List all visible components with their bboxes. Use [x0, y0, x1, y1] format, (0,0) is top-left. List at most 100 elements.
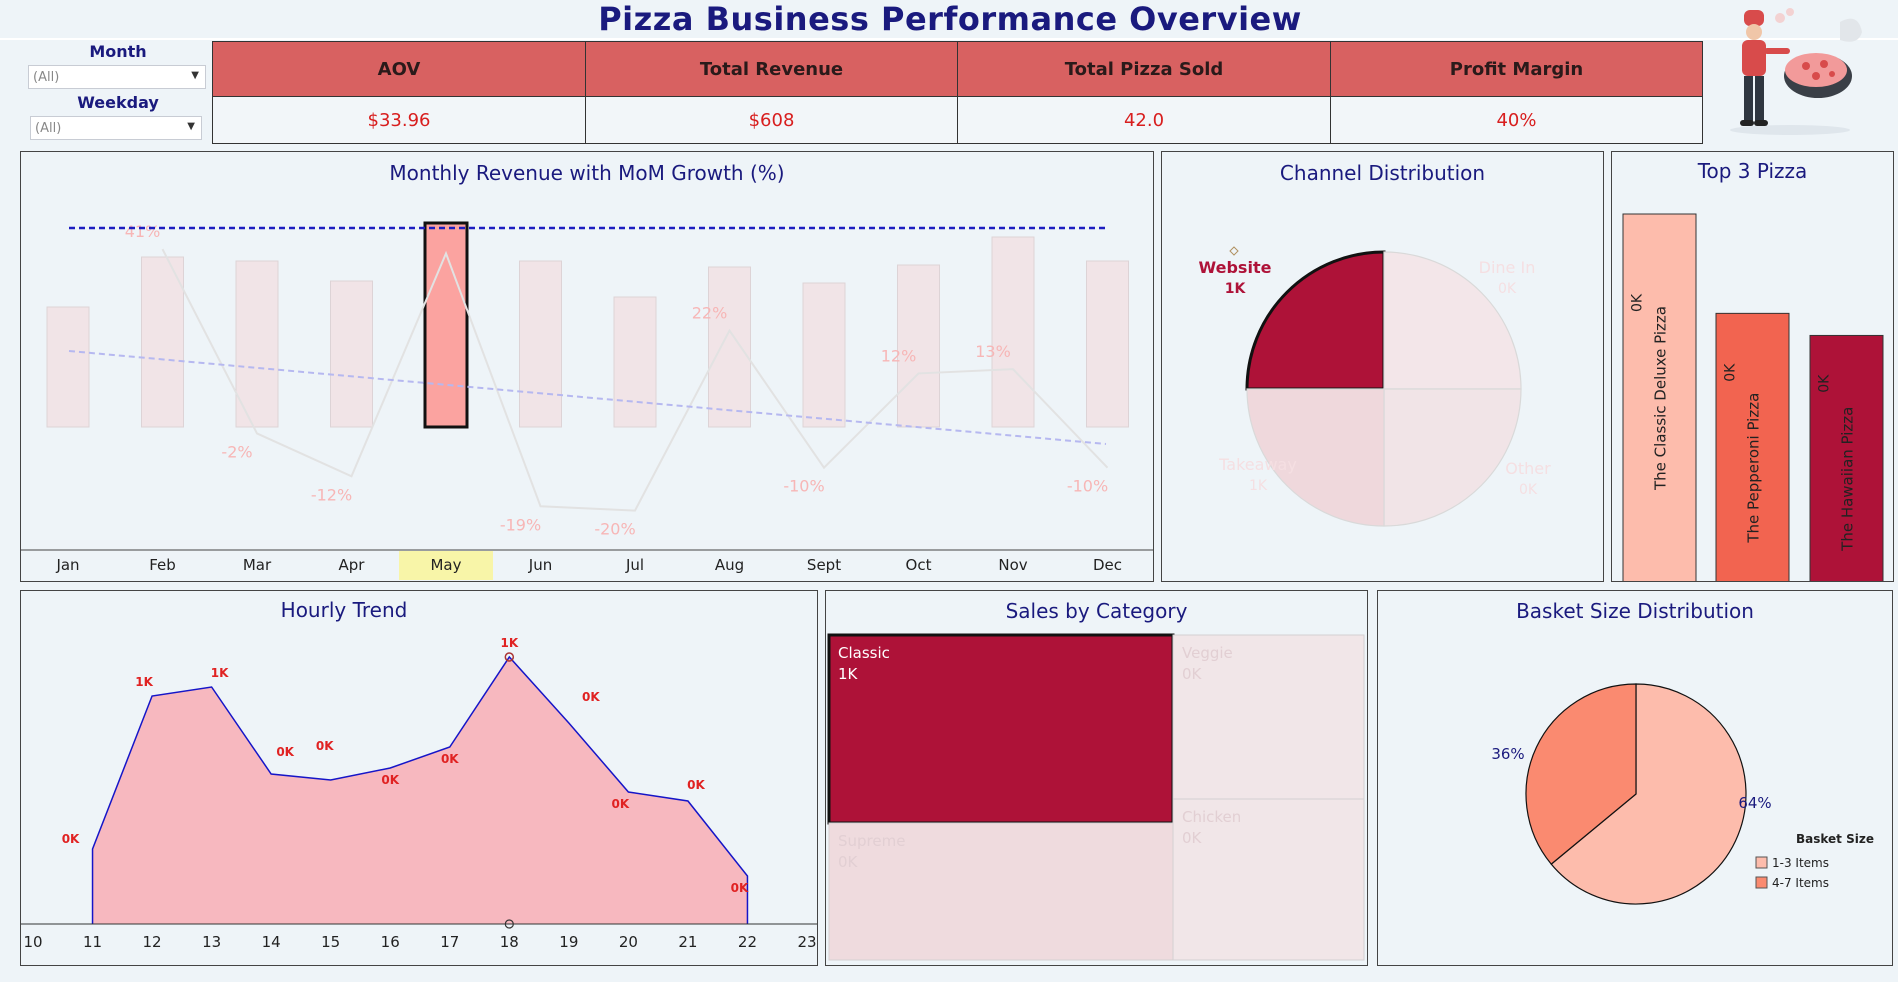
kpi-pizza-sold-label: Total Pizza Sold — [957, 41, 1331, 97]
x-tick-label: 19 — [559, 933, 578, 951]
revenue-bar — [613, 296, 657, 428]
channel-distribution-title: Channel Distribution — [1279, 161, 1486, 185]
pie-slice-label: 0K — [1519, 482, 1538, 498]
treemap-tile-label: 1K — [838, 665, 859, 683]
top3-bar-chart: The Classic Deluxe Pizza 0K The Pepperoni … — [1622, 213, 1884, 581]
pie-slice-name: Dine In — [1479, 258, 1536, 277]
revenue-bar — [330, 280, 373, 428]
treemap-tile — [827, 633, 1175, 825]
monthly-revenue-panel: Monthly Revenue with MoM Growth (%) Jan F… — [20, 151, 1154, 582]
basket-pie-chart: 64% 36% Basket Size 1-3 Items 4-7 Items — [1491, 683, 1874, 905]
pie-slice-name: Takeaway — [1218, 455, 1297, 474]
treemap-tile-label: 0K — [1182, 665, 1203, 683]
x-tick-label: 21 — [678, 933, 697, 951]
revenue-bar — [708, 266, 751, 428]
pie-slice — [1550, 683, 1747, 905]
treemap-tile — [1172, 634, 1365, 800]
x-tick-label: Oct — [906, 556, 932, 574]
treemap-tile — [1172, 798, 1365, 961]
kpi-pizza-sold-value: 42.0 — [957, 96, 1331, 144]
x-tick-label: Aug — [715, 556, 744, 574]
point-label: 0K — [687, 778, 705, 792]
x-tick-label: Jun — [528, 556, 552, 574]
pie-slice-label: 1K — [1225, 281, 1247, 297]
revenue-bar — [423, 221, 469, 429]
pie-slice — [1383, 388, 1522, 527]
kpi-profit-margin-label: Profit Margin — [1330, 41, 1703, 97]
peak-axis-marker — [504, 919, 514, 929]
hourly-line — [91, 655, 749, 924]
chef-illustration — [1730, 8, 1862, 135]
legend-entry: 4-7 Items — [1772, 876, 1829, 890]
hourly-trend-panel: Hourly Trend 0K 1K 1K 0K 0K 0K 0K 1K 0K 0K 0K 0K 10 1… — [20, 590, 818, 966]
basket-size-title: Basket Size Distribution — [1516, 599, 1754, 623]
x-tick-label: May — [430, 556, 461, 574]
point-label: 0K — [731, 881, 749, 895]
kpi-aov-label: AOV — [212, 41, 586, 97]
pizza-bar-name: The Pepperoni Pizza — [1745, 393, 1763, 544]
pie-slice-name: Other — [1505, 459, 1551, 478]
x-tick-label: Dec — [1093, 556, 1122, 574]
chevron-down-icon[interactable]: ▼ — [191, 70, 199, 81]
growth-label: 41% — [125, 222, 161, 241]
hourly-trend-title: Hourly Trend — [280, 598, 408, 622]
pizza-bar-name: The Classic Deluxe Pizza — [1652, 306, 1670, 491]
growth-label: -10% — [783, 477, 824, 496]
revenue-bar — [141, 256, 184, 428]
point-label: 0K — [381, 773, 399, 787]
growth-label: 13% — [975, 342, 1011, 361]
legend-swatch — [1755, 876, 1768, 889]
x-tick-label: 23 — [797, 933, 816, 951]
chevron-down-icon[interactable]: ▼ — [187, 121, 195, 132]
point-label: 0K — [276, 745, 294, 759]
hourly-area — [92, 657, 748, 924]
pizza-bar — [1715, 312, 1790, 581]
point-label: 1K — [135, 675, 153, 689]
growth-label: -12% — [311, 485, 352, 504]
top3-pizza-panel: Top 3 Pizza The Classic Deluxe Pizza 0K Th… — [1611, 151, 1894, 582]
pizza-bar — [1809, 334, 1884, 581]
monthly-revenue-title: Monthly Revenue with MoM Growth (%) — [389, 161, 785, 185]
treemap-tile-label: 0K — [838, 853, 859, 871]
legend-title: Basket Size — [1796, 832, 1874, 846]
page-title: Pizza Business Performance Overview — [598, 0, 1302, 38]
x-tick-label: 12 — [143, 933, 162, 951]
x-tick-label: 17 — [440, 933, 459, 951]
pizza-bar-label: 0K — [1723, 363, 1739, 382]
top3-pizza-title: Top 3 Pizza — [1697, 159, 1808, 183]
legend-entry: 1-3 Items — [1772, 856, 1829, 870]
revenue-bar — [1086, 260, 1129, 428]
weekday-dropdown[interactable]: (All) ▼ — [30, 116, 202, 140]
x-tick-label: Sept — [807, 556, 841, 574]
pie-slice-label: 64% — [1738, 794, 1771, 812]
treemap-tile-name: Veggie — [1182, 644, 1233, 662]
point-label: 1K — [211, 666, 229, 680]
basket-size-panel: Basket Size Distribution 64% 36% Basket Si… — [1377, 590, 1893, 966]
month-dropdown[interactable]: (All) ▼ — [28, 65, 206, 89]
tooltip-marker-icon — [1229, 246, 1239, 256]
treemap-tile-label: 0K — [1182, 829, 1203, 847]
growth-label: -19% — [500, 515, 541, 534]
month-filter-label: Month — [89, 42, 147, 61]
growth-label: 22% — [692, 304, 728, 323]
x-tick-label: 22 — [738, 933, 757, 951]
revenue-bar — [519, 260, 562, 428]
pizza-bar — [1622, 213, 1697, 581]
pizza-bar-label: 0K — [1630, 293, 1646, 312]
point-label: 0K — [316, 739, 334, 753]
growth-label: 12% — [881, 346, 917, 365]
pizza-bar-name: The Hawaiian Pizza — [1839, 407, 1857, 552]
growth-label: -20% — [594, 520, 635, 539]
point-label: 0K — [62, 832, 80, 846]
treemap-tile-name: Classic — [838, 644, 890, 662]
title-divider — [0, 38, 1898, 40]
revenue-bar — [235, 260, 279, 428]
revenue-bar — [46, 306, 90, 428]
pie-slice — [1245, 250, 1386, 391]
x-tick-label: 13 — [202, 933, 221, 951]
kpi-profit-margin-value: 40% — [1330, 96, 1703, 144]
point-label: 1K — [500, 636, 518, 650]
pizza-bar-label: 0K — [1817, 374, 1833, 393]
growth-label: -2% — [221, 442, 252, 461]
point-label: 0K — [582, 690, 600, 704]
